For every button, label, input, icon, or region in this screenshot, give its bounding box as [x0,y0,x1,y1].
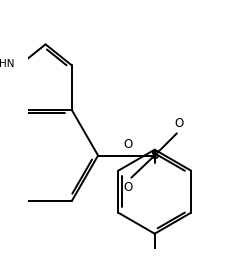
Text: HN: HN [0,59,15,69]
Text: O: O [174,117,183,131]
Text: S: S [151,149,159,162]
Text: O: O [124,139,133,152]
Text: O: O [124,181,133,193]
